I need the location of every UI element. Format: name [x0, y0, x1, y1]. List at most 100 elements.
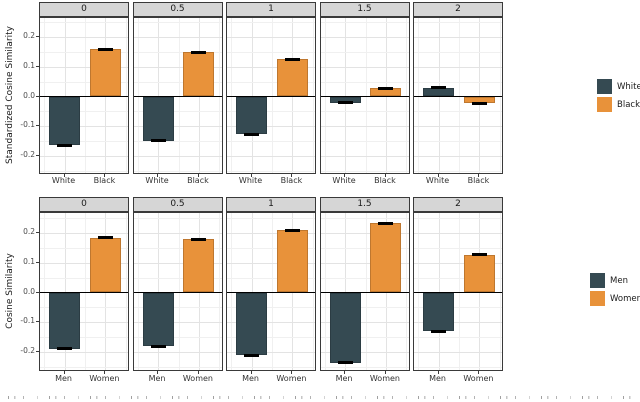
gridline-minor-h: [414, 111, 502, 113]
gridline-minor-h: [320, 52, 409, 54]
error-bar: [431, 329, 447, 333]
zero-line: [40, 291, 128, 294]
gridline-minor-h: [320, 81, 409, 83]
gridline-major-h: [133, 233, 222, 235]
bar-white: [49, 96, 81, 146]
error-bar: [191, 237, 207, 241]
gridline-minor-h: [40, 366, 128, 368]
gridline-major-h: [414, 37, 502, 39]
gridline-minor-h: [414, 140, 502, 142]
gridline-minor-h: [133, 170, 222, 172]
gridline-major-h: [133, 37, 222, 39]
legend-swatch-black: [597, 97, 612, 112]
gridline-minor-v: [44, 18, 46, 173]
gridline-major-v: [345, 213, 347, 370]
gridline-major-h: [414, 322, 502, 324]
gridline-minor-h: [414, 218, 502, 220]
gridline-minor-v: [137, 213, 139, 370]
y-tick-mark: [36, 232, 39, 234]
gridline-major-h: [40, 66, 128, 68]
x-tick-mark: [157, 174, 159, 177]
legend-swatch-men: [590, 273, 605, 288]
y-tick-label: -0.2: [20, 149, 35, 159]
gridline-minor-h: [414, 307, 502, 309]
gridline-major-v: [64, 213, 66, 370]
error-bar: [284, 228, 300, 232]
gridline-minor-v: [324, 213, 326, 370]
gridline-major-v: [438, 213, 440, 370]
x-tick-label: White: [332, 176, 356, 185]
gridline-major-h: [320, 233, 409, 235]
panel: [226, 17, 316, 174]
gridline-minor-v: [406, 18, 408, 173]
gridline-major-v: [158, 213, 160, 370]
gridline-minor-h: [133, 111, 222, 113]
bar-black: [183, 52, 215, 97]
panel: [319, 17, 410, 174]
gridline-major-h: [40, 322, 128, 324]
gridline-major-h: [227, 351, 315, 353]
legend-label: White: [617, 82, 640, 92]
error-bar: [57, 347, 73, 351]
gridline-minor-h: [40, 307, 128, 309]
bar-men: [49, 292, 81, 349]
error-bar: [150, 139, 166, 143]
gridline-minor-v: [178, 18, 180, 173]
gridline-minor-h: [40, 336, 128, 338]
gridline-minor-v: [125, 18, 127, 173]
facet-strip-label: 1.5: [319, 2, 410, 17]
gridline-major-h: [320, 37, 409, 39]
gridline-minor-h: [320, 366, 409, 368]
gridline-minor-h: [133, 366, 222, 368]
gridline-minor-v: [219, 18, 221, 173]
gridline-minor-h: [320, 218, 409, 220]
error-bar: [244, 132, 260, 136]
gridline-major-v: [251, 213, 253, 370]
gridline-minor-h: [40, 22, 128, 24]
gridline-minor-v: [44, 213, 46, 370]
gridline-major-h: [40, 37, 128, 39]
gridline-major-h: [133, 155, 222, 157]
gridline-major-h: [133, 126, 222, 128]
panel: [132, 212, 223, 371]
x-tick-mark: [437, 174, 439, 177]
facet-strip-label: 1.5: [319, 197, 410, 212]
bar-men: [423, 292, 455, 332]
gridline-minor-h: [227, 366, 315, 368]
y-tick-mark: [36, 65, 39, 67]
gridline-minor-h: [227, 22, 315, 24]
y-tick-mark: [36, 154, 39, 156]
y-tick-label: 0.2: [23, 31, 35, 41]
bar-black: [276, 59, 308, 97]
gridline-minor-h: [414, 248, 502, 249]
bar-women: [276, 230, 308, 293]
x-tick-mark: [291, 371, 293, 374]
error-bar: [378, 86, 394, 90]
gridline-minor-h: [320, 111, 409, 113]
gridline-minor-h: [320, 248, 409, 249]
facet-strip-label: 2: [413, 197, 503, 212]
y-tick-label: 0.0: [23, 286, 35, 296]
gridline-minor-h: [227, 277, 315, 279]
x-tick-mark: [250, 371, 252, 374]
gridline-major-h: [227, 322, 315, 324]
panel: [319, 212, 410, 371]
gridline-minor-v: [272, 213, 273, 370]
panel: [132, 17, 223, 174]
zero-line: [320, 95, 409, 98]
gridline-minor-h: [133, 277, 222, 279]
gridline-major-h: [40, 155, 128, 157]
y-tick-label: 0.2: [23, 227, 35, 237]
x-tick-label: Women: [463, 374, 494, 383]
x-tick-mark: [197, 371, 199, 374]
error-bar: [337, 361, 353, 364]
gridline-minor-h: [320, 140, 409, 142]
x-tick-mark: [437, 371, 439, 374]
gridline-minor-h: [414, 336, 502, 338]
gridline-minor-h: [40, 248, 128, 249]
gridline-minor-h: [320, 170, 409, 172]
x-tick-mark: [478, 371, 480, 374]
gridline-minor-h: [414, 366, 502, 368]
gridline-minor-v: [125, 213, 127, 370]
gridline-minor-h: [40, 81, 128, 83]
